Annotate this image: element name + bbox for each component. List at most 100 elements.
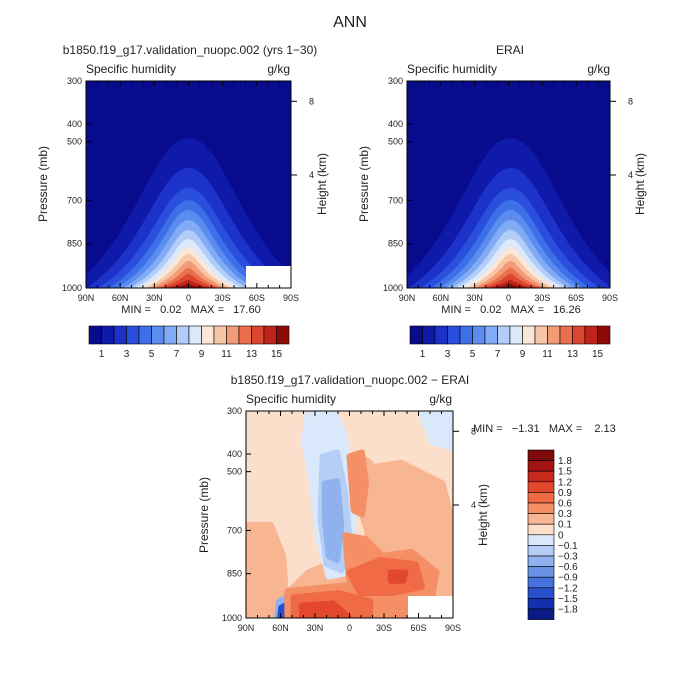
x-tick-label: 30N xyxy=(466,293,483,303)
y2-tick-label: 8 xyxy=(628,96,633,106)
x-tick-label: 0 xyxy=(347,623,352,633)
y-tick-label: 1000 xyxy=(383,283,403,293)
colorbar-swatch xyxy=(434,325,448,345)
x-tick-label: 60S xyxy=(249,293,265,303)
colorbar-swatch xyxy=(527,555,555,567)
colorbar-label: −1.8 xyxy=(558,605,578,616)
difference-panel: b1850.f19_g17.validation_nuopc.002 − ERA… xyxy=(197,373,616,633)
colorbar-swatch xyxy=(559,325,573,345)
min-max-stats: MIN = 0.02 MAX = 17.60 xyxy=(121,304,260,316)
y2-axis-label: Height (km) xyxy=(476,484,490,546)
missing-data-mask xyxy=(408,596,453,618)
colorbar-swatch xyxy=(213,325,227,345)
y-tick-label: 1000 xyxy=(62,283,82,293)
x-tick-label: 90N xyxy=(399,293,416,303)
y-tick-label: 300 xyxy=(227,406,242,416)
colorbar-label: 11 xyxy=(221,349,232,360)
colorbar-swatch xyxy=(534,325,548,345)
x-tick-label: 0 xyxy=(186,293,191,303)
y-tick-label: 700 xyxy=(227,525,242,535)
contour-band xyxy=(346,449,370,518)
colorbar-swatch xyxy=(276,325,290,345)
colorbar-swatch xyxy=(138,325,152,345)
colorbar-swatch xyxy=(201,325,215,345)
colorbar-label: 1.2 xyxy=(558,477,572,488)
contour-band xyxy=(298,600,353,618)
colorbar-swatch xyxy=(447,325,461,345)
contour-band xyxy=(387,569,409,584)
y-tick-label: 850 xyxy=(67,239,82,249)
contour-field xyxy=(246,411,453,618)
y-tick-label: 500 xyxy=(67,137,82,147)
colorbar-swatch xyxy=(572,325,586,345)
colorbar-swatch xyxy=(527,460,555,472)
colorbar-label: −0.6 xyxy=(558,562,578,573)
min-max-stats: MIN = −1.31 MAX = 2.13 xyxy=(473,423,616,435)
colorbar-swatch xyxy=(163,325,177,345)
x-tick-label: 60N xyxy=(433,293,450,303)
colorbar-swatch xyxy=(409,325,423,345)
colorbar-label: 0 xyxy=(558,530,564,541)
x-tick-label: 60S xyxy=(568,293,584,303)
colorbar-label: 11 xyxy=(542,349,553,360)
colorbar-label: 9 xyxy=(520,349,526,360)
axes: 90N 60N 30N 0 30S 60S 90S 300 400 500 700 850 1000 8 4 xyxy=(222,406,476,633)
y2-tick-label: 4 xyxy=(471,500,476,510)
colorbar-label: −0.9 xyxy=(558,573,578,584)
colorbar-swatch xyxy=(422,325,436,345)
x-tick-label: 30S xyxy=(534,293,550,303)
colorbar-label: 13 xyxy=(567,349,579,360)
x-tick-label: 90S xyxy=(283,293,299,303)
y-tick-label: 700 xyxy=(67,195,82,205)
missing-data-mask xyxy=(246,266,291,288)
colorbar-swatch xyxy=(527,513,555,525)
y-tick-label: 500 xyxy=(227,467,242,477)
y-tick-label: 850 xyxy=(227,569,242,579)
contour-band xyxy=(321,478,345,564)
y-tick-label: 400 xyxy=(227,449,242,459)
contour-band xyxy=(416,411,453,452)
colorbar-swatch xyxy=(527,545,555,557)
x-tick-label: 90N xyxy=(238,623,255,633)
colorbar-swatch xyxy=(188,325,202,345)
colorbar-label: 0.3 xyxy=(558,509,572,520)
colorbar-swatch xyxy=(101,325,115,345)
colorbar-label: 5 xyxy=(149,349,155,360)
x-tick-label: 90S xyxy=(445,623,461,633)
colorbar-label: 1.8 xyxy=(558,456,572,467)
contour-field xyxy=(86,81,291,288)
y-tick-label: 700 xyxy=(388,195,403,205)
colorbar-swatch xyxy=(113,325,127,345)
colorbar-swatch xyxy=(522,325,536,345)
colorbar: 1 3 5 7 9 11 13 15 xyxy=(88,325,290,360)
colorbar-label: 7 xyxy=(174,349,180,360)
panel-title: ERAI xyxy=(496,43,524,57)
x-tick-label: 90S xyxy=(602,293,618,303)
colorbar-label: 0.6 xyxy=(558,499,572,510)
colorbar-swatch xyxy=(484,325,498,345)
colorbar-swatch xyxy=(459,325,473,345)
y2-tick-label: 8 xyxy=(309,96,314,106)
colorbar-swatch xyxy=(527,492,555,504)
colorbar-label: 3 xyxy=(124,349,130,360)
panel-title: b1850.f19_g17.validation_nuopc.002 − ERA… xyxy=(231,373,470,387)
panel-title: b1850.f19_g17.validation_nuopc.002 (yrs … xyxy=(63,43,318,57)
y2-axis-label: Height (km) xyxy=(315,153,329,215)
y-tick-label: 300 xyxy=(67,76,82,86)
y-tick-label: 400 xyxy=(67,119,82,129)
y-axis-label: Pressure (mb) xyxy=(357,146,371,222)
colorbar-swatch xyxy=(176,325,190,345)
y2-tick-label: 4 xyxy=(309,170,314,180)
colorbar-label: 9 xyxy=(199,349,205,360)
x-tick-label: 30N xyxy=(307,623,324,633)
units-label: g/kg xyxy=(429,392,452,406)
colorbar-swatch xyxy=(151,325,165,345)
colorbar-swatch xyxy=(226,325,240,345)
contour-band xyxy=(246,521,291,618)
colorbar-label: 7 xyxy=(495,349,501,360)
y-tick-label: 1000 xyxy=(222,613,242,623)
x-tick-label: 30S xyxy=(215,293,231,303)
colorbar-swatch xyxy=(527,566,555,578)
